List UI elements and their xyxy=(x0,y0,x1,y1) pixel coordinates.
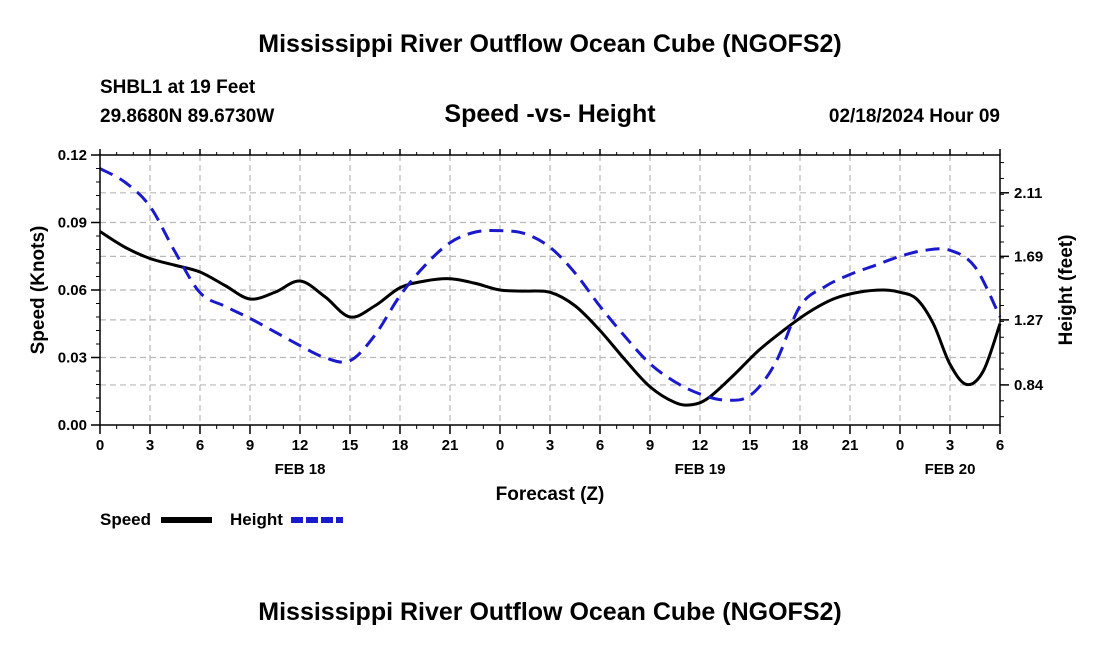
station-label: SHBL1 at 19 Feet xyxy=(100,77,256,98)
x-tick-label: 0 xyxy=(96,437,104,454)
x-tick-label: 6 xyxy=(596,437,604,454)
x-tick-label: 12 xyxy=(292,437,309,454)
series-lines xyxy=(99,167,1002,407)
x-tick-label: 3 xyxy=(546,437,554,454)
x-tick-label: 9 xyxy=(646,437,654,454)
x-day-label: FEB 18 xyxy=(275,461,326,478)
x-tick-label: 18 xyxy=(392,437,409,454)
x-day-label: FEB 20 xyxy=(925,461,976,478)
y2-tick-label: 1.27 xyxy=(1014,312,1043,329)
y-tick-label: 0.03 xyxy=(58,350,87,367)
chart-title: Mississippi River Outflow Ocean Cube (NG… xyxy=(258,30,842,58)
x-axis-title: Forecast (Z) xyxy=(496,484,605,505)
y2-tick-label: 1.69 xyxy=(1014,248,1043,265)
x-tick-label: 3 xyxy=(946,437,954,454)
y-tick-label: 0.06 xyxy=(58,282,87,299)
x-tick-label: 9 xyxy=(246,437,254,454)
x-tick-label: 15 xyxy=(342,437,359,454)
y2-axis-title: Height (feet) xyxy=(1056,235,1077,346)
grid-lines xyxy=(100,155,1000,425)
legend-speed-label: Speed xyxy=(100,510,151,529)
x-tick-label: 18 xyxy=(792,437,809,454)
y2-tick-label: 2.11 xyxy=(1014,185,1042,202)
footer-title: Mississippi River Outflow Ocean Cube (NG… xyxy=(258,598,842,626)
series-line-speed xyxy=(99,230,1002,407)
x-tick-label: 21 xyxy=(842,437,859,454)
y2-tick-label: 0.84 xyxy=(1014,377,1044,394)
x-tick-label: 0 xyxy=(496,437,504,454)
y-tick-label: 0.09 xyxy=(58,215,87,232)
legend-height-label: Height xyxy=(230,510,283,529)
x-tick-label: 0 xyxy=(896,437,904,454)
x-day-label: FEB 19 xyxy=(675,461,726,478)
series-line-height xyxy=(99,167,1002,402)
x-tick-label: 12 xyxy=(692,437,709,454)
chart-subtitle: Speed -vs- Height xyxy=(444,100,656,128)
axis-ticks xyxy=(91,149,1009,434)
coordinates-label: 29.8680N 89.6730W xyxy=(100,106,275,127)
legend: Speed Height xyxy=(100,510,343,529)
y-tick-label: 0.12 xyxy=(58,147,87,164)
x-tick-label: 21 xyxy=(442,437,459,454)
x-tick-label: 6 xyxy=(996,437,1004,454)
x-tick-label: 6 xyxy=(196,437,204,454)
forecast-datetime: 02/18/2024 Hour 09 xyxy=(828,106,1000,127)
x-tick-label: 15 xyxy=(742,437,759,454)
axis-labels: 0 3 6 9 12 15 18 21 0 3 6 9 12 15 18 21 0 3 6 FEB 18 FEB 19 F… xyxy=(58,147,1044,478)
y-tick-label: 0.00 xyxy=(58,417,87,434)
x-tick-label: 3 xyxy=(146,437,154,454)
y-axis-title: Speed (Knots) xyxy=(28,226,49,355)
